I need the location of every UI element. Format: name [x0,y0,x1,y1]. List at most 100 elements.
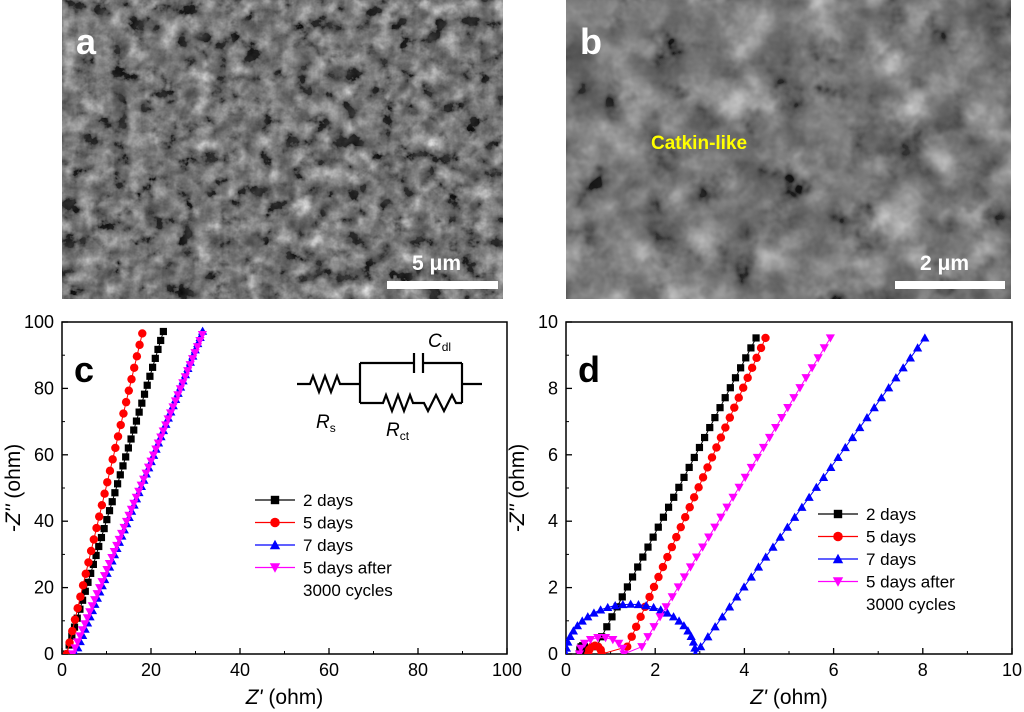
data-point-d-1 [756,343,766,353]
legend-c: 2 days 5 days 7 days 5 days after 3000 cycle… [255,491,393,600]
data-point-d-0 [634,563,642,571]
data-point-d-2 [692,649,698,654]
legend-marker-d [832,553,844,564]
data-point-d-2 [641,601,651,610]
data-point-c-1 [127,375,136,384]
data-point-c-3 [131,493,141,502]
data-point-c-3 [121,517,132,527]
cdl-label: Cdl [428,331,451,354]
data-point-d-3 [614,639,624,648]
data-point-c-0 [157,336,165,345]
data-point-c-0 [119,462,127,470]
data-point-d-3 [807,364,817,373]
data-point-d-3 [673,583,683,592]
data-point-d-2 [826,462,836,472]
data-point-d-1 [725,413,735,422]
data-point-c-1 [138,329,147,338]
data-point-c-0 [114,480,122,488]
data-point-d-1 [743,373,752,382]
data-point-c-1 [68,626,77,636]
data-point-d-0 [639,553,647,561]
y-tick-label-c: 100 [24,312,54,332]
sem-texture-b [566,0,1011,299]
data-point-d-2 [596,605,606,614]
data-point-d-2 [674,616,684,625]
data-point-c-1 [103,478,112,487]
data-point-d-0 [706,423,714,432]
data-point-d-2 [761,552,771,561]
panel-label-b: b [580,21,602,62]
data-point-c-1 [108,455,117,464]
data-point-d-2 [568,626,579,635]
data-point-d-3 [740,473,750,482]
y-tick-label-c: 80 [34,378,54,398]
data-point-d-1 [623,642,632,651]
data-point-c-1 [89,535,99,544]
legend-label-d: 5 days after [866,573,955,592]
legend-marker-d [833,509,843,519]
data-point-c-3 [97,578,107,587]
data-point-c-1 [130,363,139,372]
data-point-c-0 [124,444,132,452]
y-tick-label-d: 8 [548,378,558,398]
data-point-c-3 [117,529,127,539]
panel-label-c: c [74,349,94,390]
data-point-d-2 [898,363,908,372]
data-point-d-0 [644,543,652,551]
x-tick-label-c: 40 [230,660,250,680]
x-tick-label-d: 2 [650,660,660,680]
data-point-c-0 [122,453,130,461]
x-tick-label-c: 60 [319,660,339,680]
data-point-d-2 [913,343,923,352]
data-point-d-1 [627,632,636,641]
data-point-d-2 [797,502,807,511]
x-axis-title-c: Z' (ohm) [245,686,324,709]
data-point-d-2 [920,333,930,342]
data-point-d-2 [668,612,679,621]
data-point-d-2 [746,572,756,581]
scale-bar-label-a: 5 μm [412,252,462,275]
data-point-c-0 [100,524,108,533]
data-point-c-3 [119,523,129,533]
sem-image-b: b Catkin-like 2 μm [566,0,1011,299]
data-point-c-3 [70,644,80,653]
rct-label: Rct [386,420,410,443]
data-point-c-0 [81,587,89,595]
data-point-c-3 [107,553,117,563]
x-tick-label-c: 0 [57,660,67,680]
data-point-d-3 [661,603,671,612]
data-point-c-0 [95,542,103,551]
x-axis-title-d: Z' (ohm) [749,686,828,709]
data-point-d-3 [734,483,744,492]
data-point-d-2 [753,562,764,571]
data-point-c-1 [116,420,125,430]
data-point-d-3 [691,553,702,562]
data-point-c-3 [109,547,119,557]
data-point-c-0 [135,408,143,416]
y-tick-label-c: 20 [34,578,54,598]
data-point-c-3 [183,367,193,376]
data-point-c-3 [102,566,112,575]
data-point-d-2 [577,616,587,625]
data-point-c-3 [92,590,102,599]
data-point-c-3 [87,602,97,611]
y-axis-title-d: -Z'' (ohm) [506,444,529,533]
data-point-c-0 [105,507,114,515]
data-point-d-3 [789,394,799,403]
data-point-d-1 [649,582,659,592]
data-point-d-2 [884,383,894,392]
data-point-d-0 [690,453,698,462]
data-point-c-1 [78,581,88,590]
legend-d: 2 days 5 days 7 days 5 days after 3000 cycle… [818,505,956,614]
data-point-c-3 [124,511,134,521]
data-point-d-1 [734,393,743,402]
legend-label-d: 2 days [866,505,916,524]
data-point-c-3 [146,457,156,466]
data-point-c-3 [185,361,195,370]
data-point-c-1 [86,546,96,556]
data-point-c-0 [116,471,124,479]
data-point-d-3 [608,636,618,645]
data-point-d-3 [716,513,726,522]
data-point-d-1 [698,473,708,482]
data-point-d-0 [628,573,637,581]
